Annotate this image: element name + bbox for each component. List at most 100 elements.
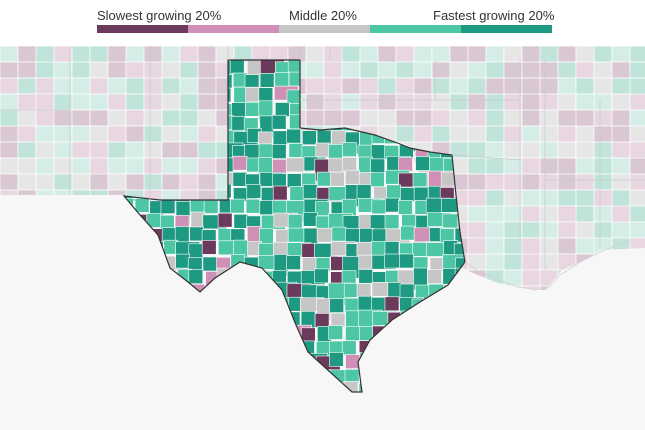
faded-county-cell <box>305 93 325 111</box>
faded-county-cell <box>539 93 559 111</box>
county-cell <box>303 212 318 227</box>
faded-county-cell <box>143 109 163 127</box>
county-cell <box>246 184 262 199</box>
faded-county-cell <box>449 93 469 111</box>
faded-county-cell <box>161 173 181 191</box>
county-cell <box>217 212 233 228</box>
faded-county-cell <box>593 77 613 95</box>
faded-county-cell <box>539 61 559 79</box>
legend-swatch-fastest <box>461 25 552 33</box>
faded-county-cell <box>359 93 379 111</box>
county-cell <box>342 157 358 172</box>
county-cell <box>328 325 344 340</box>
faded-county-cell <box>35 93 55 111</box>
faded-county-cell <box>71 141 91 159</box>
county-cell <box>356 184 372 199</box>
faded-county-cell <box>89 77 109 95</box>
legend-swatch-middle <box>279 25 370 33</box>
faded-county-cell <box>323 77 343 95</box>
faded-county-cell <box>161 77 181 95</box>
faded-county-cell <box>107 125 127 143</box>
faded-county-cell <box>143 173 163 191</box>
faded-county-cell <box>593 46 613 63</box>
county-cell <box>371 199 387 215</box>
county-cell <box>329 352 344 367</box>
faded-county-cell <box>485 46 505 63</box>
faded-county-cell <box>53 46 73 63</box>
faded-county-cell <box>89 125 109 143</box>
county-cell <box>160 199 176 214</box>
faded-county-cell <box>449 46 469 63</box>
faded-county-cell <box>143 141 163 159</box>
county-cell <box>330 171 345 187</box>
county-cell <box>288 143 304 158</box>
faded-county-cell <box>557 125 577 143</box>
faded-county-cell <box>593 93 613 111</box>
faded-county-cell <box>161 125 181 143</box>
faded-county-cell <box>179 46 199 63</box>
faded-county-cell <box>143 157 163 175</box>
county-cell <box>415 156 430 171</box>
county-cell <box>229 60 245 74</box>
faded-county-cell <box>197 157 217 175</box>
faded-county-cell <box>107 61 127 79</box>
county-cell <box>134 198 150 213</box>
county-cell <box>259 200 275 215</box>
faded-county-cell <box>503 253 523 271</box>
faded-county-cell <box>611 221 631 239</box>
faded-county-cell <box>0 46 19 63</box>
faded-county-cell <box>305 109 325 127</box>
county-cell <box>188 269 204 285</box>
faded-county-cell <box>35 157 55 175</box>
legend-swatch-fast <box>370 25 461 33</box>
county-cell <box>232 172 248 187</box>
faded-county-cell <box>53 109 73 127</box>
county-cell <box>274 72 290 87</box>
faded-county-cell <box>431 46 451 63</box>
faded-county-cell <box>521 253 541 271</box>
county-cell <box>245 102 260 117</box>
faded-county-cell <box>305 61 325 79</box>
county-cell <box>384 241 400 256</box>
county-cell <box>286 255 301 270</box>
faded-county-cell <box>539 205 559 223</box>
faded-county-cell <box>0 77 19 95</box>
county-cell <box>232 155 248 171</box>
faded-county-cell <box>143 46 163 63</box>
faded-county-cell <box>467 173 487 191</box>
county-cell <box>287 214 303 229</box>
county-cell <box>201 240 217 255</box>
county-cell <box>160 214 175 230</box>
county-cell <box>399 187 415 202</box>
county-cell <box>286 128 302 144</box>
county-cell <box>314 201 330 216</box>
county-cell <box>245 198 261 214</box>
faded-county-cell <box>161 46 181 63</box>
county-cell <box>427 269 442 285</box>
faded-county-cell <box>323 61 343 79</box>
faded-county-cell <box>53 61 73 79</box>
faded-county-cell <box>557 93 577 111</box>
faded-county-cell <box>71 109 91 127</box>
faded-county-cell <box>539 173 559 191</box>
county-cell <box>271 144 287 159</box>
county-cell <box>357 295 373 311</box>
faded-county-cell <box>0 173 19 191</box>
faded-county-cell <box>485 237 505 255</box>
faded-county-cell <box>575 157 595 175</box>
county-cell <box>386 184 401 200</box>
state-boundaries <box>0 46 645 270</box>
faded-county-cell <box>611 125 631 143</box>
legend-swatch-slowest <box>97 25 188 33</box>
county-cell <box>316 129 332 145</box>
county-cell <box>244 74 260 89</box>
county-cell <box>371 228 387 244</box>
faded-county-cell <box>485 141 505 159</box>
county-cell <box>272 185 288 201</box>
county-cell <box>315 142 331 158</box>
faded-county-cell <box>593 141 613 159</box>
faded-county-cell <box>377 109 397 127</box>
faded-county-cell <box>503 269 523 287</box>
faded-county-cell <box>125 125 145 143</box>
faded-county-cell <box>629 93 645 111</box>
